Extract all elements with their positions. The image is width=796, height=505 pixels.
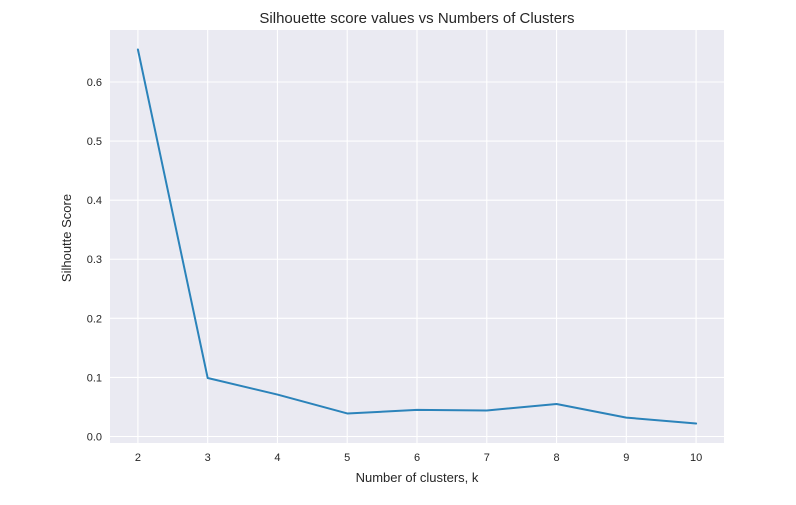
- y-axis-label: Silhoutte Score: [59, 194, 74, 282]
- y-tick-label: 0.2: [87, 313, 102, 325]
- gridlines: [110, 30, 724, 443]
- x-tick-label: 2: [135, 452, 141, 464]
- chart-title: Silhouette score values vs Numbers of Cl…: [259, 10, 574, 27]
- tick-labels: 2 3 4 5 6 7 8 9 10 0.0 0.1 0.2 0.3 0.4 0.5 0.6: [87, 77, 703, 464]
- y-tick-label: 0.1: [87, 372, 102, 384]
- y-tick-label: 0.0: [87, 432, 102, 444]
- x-tick-label: 3: [205, 452, 211, 464]
- y-tick-label: 0.3: [87, 254, 102, 266]
- y-tick-label: 0.6: [87, 77, 102, 89]
- y-tick-label: 0.5: [87, 136, 102, 148]
- x-tick-label: 10: [690, 452, 702, 464]
- series-layer: [136, 48, 698, 425]
- x-tick-label: 4: [274, 452, 280, 464]
- y-tick-label: 0.4: [87, 195, 102, 207]
- x-tick-label: 9: [623, 452, 629, 464]
- x-tick-label: 6: [414, 452, 420, 464]
- x-tick-label: 5: [344, 452, 350, 464]
- x-tick-label: 7: [484, 452, 490, 464]
- x-axis-label: Number of clusters, k: [356, 470, 479, 485]
- x-tick-label: 8: [553, 452, 559, 464]
